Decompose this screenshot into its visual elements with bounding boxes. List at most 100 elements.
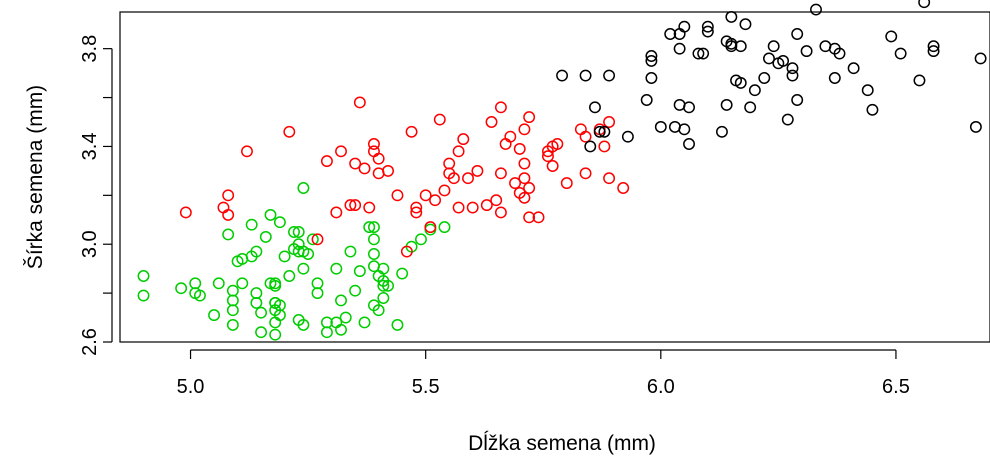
data-point [292,226,305,238]
x-tick-label: 5.0 [177,376,205,398]
data-point [810,3,822,16]
data-point [664,28,677,40]
data-point [523,211,536,224]
data-point [791,94,804,106]
data-point [137,289,150,302]
data-point [913,74,926,87]
data-point [866,103,879,116]
data-points [137,0,987,341]
data-point [645,72,658,84]
data-point [847,62,860,75]
data-point [339,311,352,324]
data-point [541,150,554,163]
data-point [302,248,315,260]
data-point [603,172,616,185]
data-point [523,111,536,124]
data-point [518,123,531,136]
data-point [353,265,366,278]
data-point [744,101,757,114]
data-point [598,125,611,138]
data-point [264,208,277,221]
x-tick-label: 6.5 [882,376,910,398]
data-point [297,262,310,275]
data-point [692,47,705,60]
data-point [683,138,695,150]
data-point [245,218,258,231]
data-point [678,20,691,33]
data-point [320,155,333,168]
data-point [645,54,658,67]
data-point [701,25,714,38]
data-point [556,69,569,82]
data-point [396,267,409,280]
plot-frame [119,11,990,343]
data-point [419,189,432,202]
data-point [758,72,771,84]
data-point [377,292,390,304]
data-point [494,101,507,114]
data-point [372,152,385,165]
data-point [701,20,714,33]
data-point [269,279,282,292]
data-point [447,172,460,185]
data-point [278,250,291,263]
data-point [800,45,813,58]
data-point [457,133,470,146]
data-point [523,182,536,194]
data-point [250,296,263,309]
data-point [222,228,235,241]
data-point [391,189,404,202]
data-point [678,123,691,136]
x-tick-label: 5.5 [412,376,440,398]
data-point [226,318,239,331]
data-point [320,326,333,339]
data-point [269,316,282,329]
data-point [697,47,710,60]
data-point [509,177,521,190]
data-point [349,199,362,212]
data-point [725,40,738,53]
data-point [621,130,634,143]
data-point [574,123,587,136]
data-point [603,69,616,82]
data-point [715,125,728,138]
data-point [358,162,371,175]
data-point [603,116,616,128]
data-point [226,304,239,317]
data-point [494,206,507,219]
data-point [306,233,319,246]
data-point [560,177,573,190]
data-point [551,138,564,150]
data-point [786,69,799,82]
data-point [175,282,188,295]
data-point [617,182,630,194]
data-point [894,47,907,60]
data-point [546,160,559,172]
data-point [297,182,310,194]
data-point [335,145,347,158]
data-point [283,270,296,282]
data-point [330,262,343,275]
data-point [424,223,437,236]
data-point [579,167,592,180]
data-point [311,287,324,300]
data-point [452,145,465,158]
data-point [518,172,531,185]
data-point [259,230,272,243]
data-point [725,10,738,23]
data-point [598,140,611,153]
data-point [579,130,592,143]
y-tick-label: 3.8 [79,35,101,63]
data-point [480,199,493,212]
data-point [927,45,940,58]
y-tick-label: 2.6 [79,328,101,356]
data-point [363,221,376,234]
data-point [297,318,310,331]
data-point [734,40,747,53]
data-point [222,189,235,202]
data-point [918,0,931,9]
data-point [485,116,498,128]
data-point [311,277,324,290]
data-point [358,316,371,329]
